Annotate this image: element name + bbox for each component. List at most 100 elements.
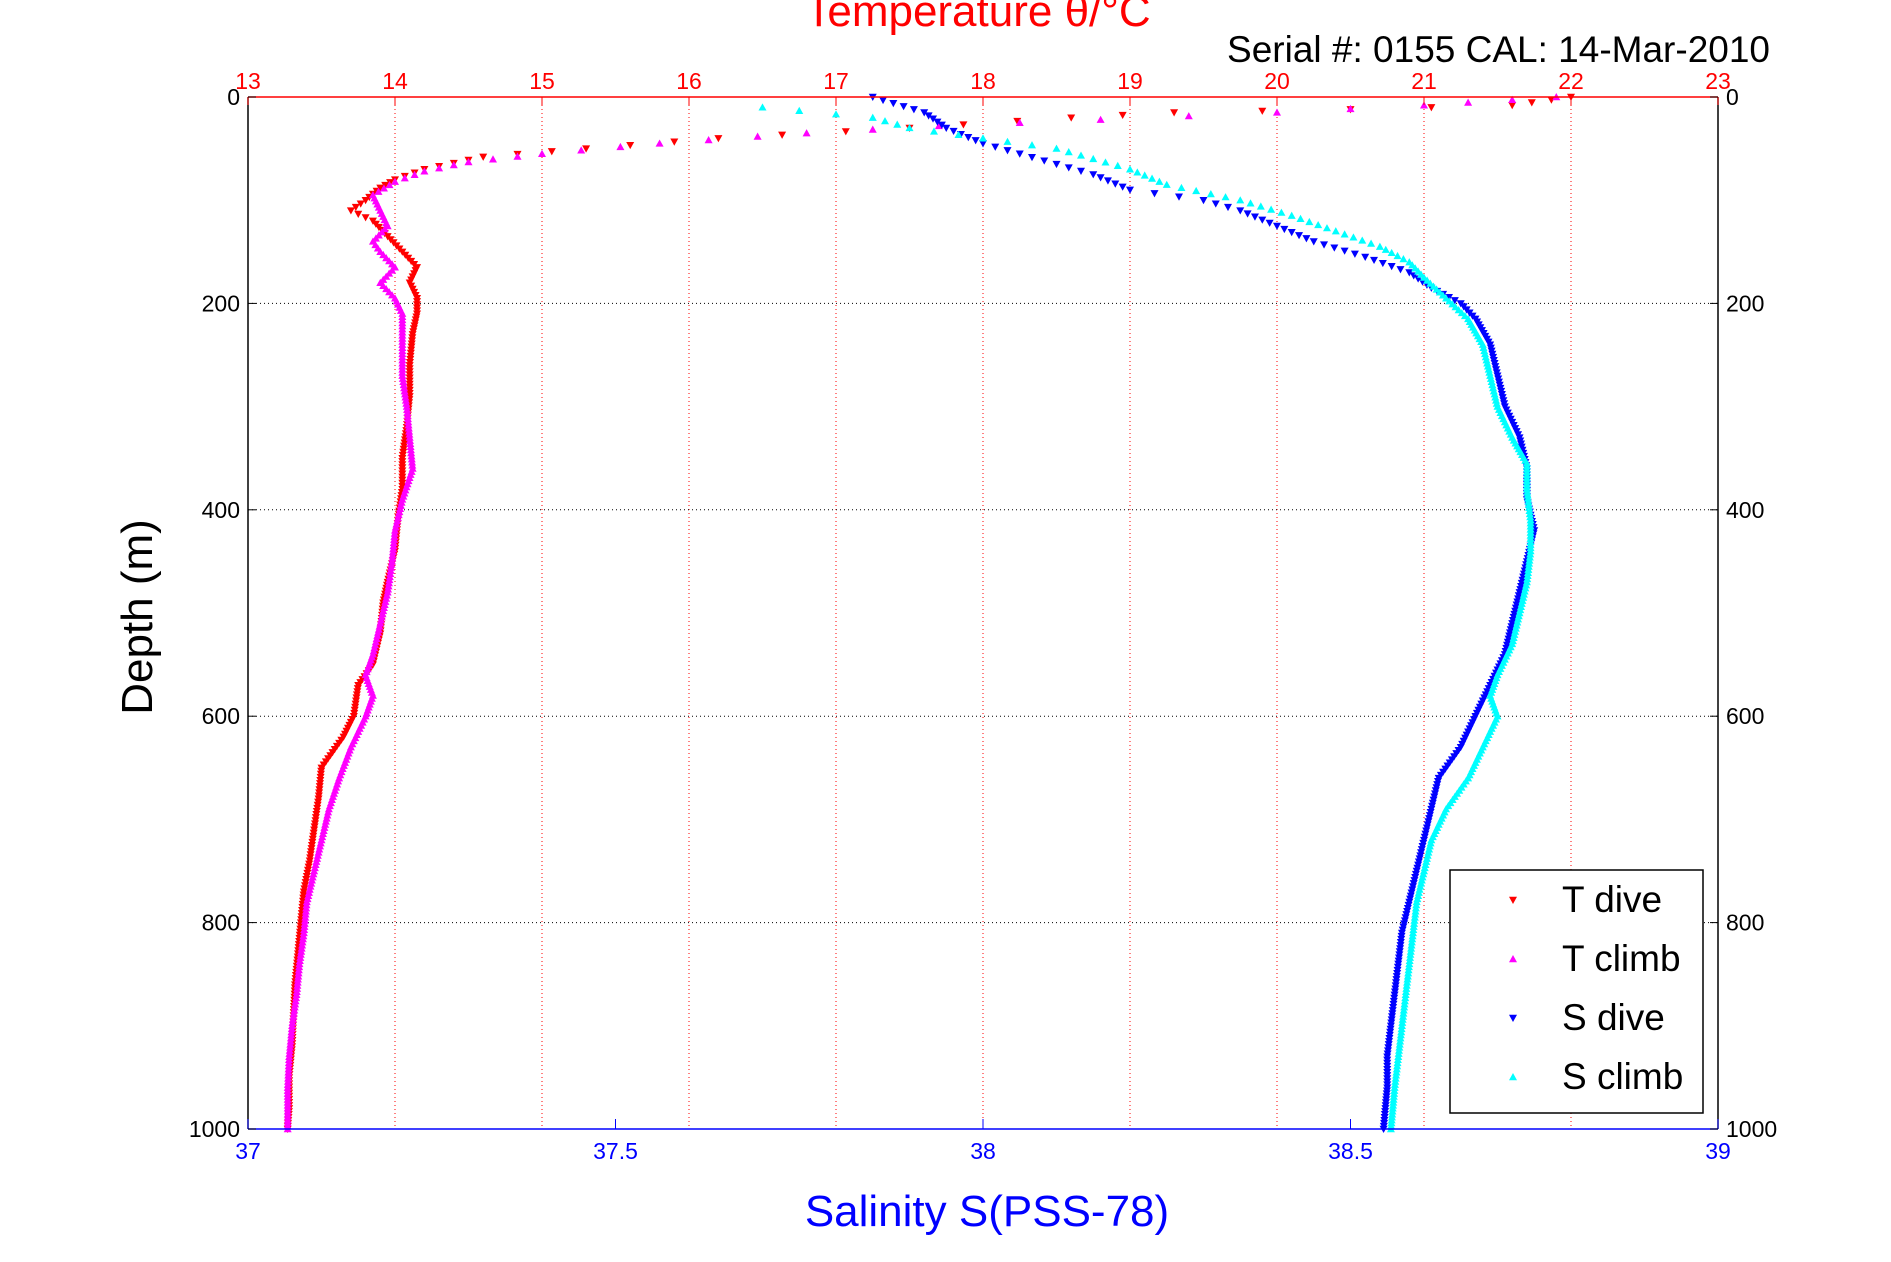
data-point	[934, 121, 943, 130]
data-point	[1340, 230, 1349, 238]
data-point	[449, 161, 458, 169]
data-point	[1398, 1018, 1407, 1026]
legend-marker	[1509, 896, 1517, 904]
data-point	[1399, 1012, 1408, 1020]
data-point	[285, 1046, 294, 1054]
legend-box	[1449, 869, 1704, 1114]
data-point	[389, 538, 398, 547]
data-point	[1525, 503, 1534, 511]
data-point	[1392, 1071, 1401, 1079]
data-point	[1402, 984, 1411, 992]
data-point	[1277, 208, 1286, 216]
bottom-tick-label: 39	[1705, 1138, 1731, 1164]
data-point	[1396, 1034, 1405, 1042]
data-point	[301, 907, 310, 915]
data-point	[1028, 141, 1036, 149]
data-point	[1265, 219, 1274, 227]
data-point	[1411, 910, 1420, 918]
data-point	[290, 1006, 299, 1014]
data-point	[1403, 975, 1412, 983]
data-point	[1206, 190, 1215, 198]
data-point	[288, 1021, 297, 1029]
data-point	[1410, 913, 1419, 921]
data-point	[909, 106, 918, 114]
data-point	[292, 993, 301, 1002]
data-point	[391, 526, 399, 534]
data-point	[1524, 494, 1533, 502]
data-point	[289, 1012, 298, 1020]
data-point	[405, 436, 414, 444]
data-point	[292, 990, 301, 999]
data-point	[295, 956, 304, 964]
data-point	[385, 572, 394, 581]
data-point	[1367, 239, 1376, 247]
data-point	[398, 374, 407, 382]
data-point	[868, 113, 877, 121]
data-point	[386, 569, 395, 577]
data-point	[1028, 154, 1036, 162]
data-point	[1523, 491, 1532, 499]
data-point	[296, 953, 305, 961]
data-point	[714, 135, 723, 143]
data-point	[404, 424, 413, 432]
data-point	[294, 966, 303, 974]
data-point	[374, 187, 383, 195]
data-point	[1450, 297, 1459, 305]
data-point	[1150, 190, 1159, 198]
y-axis-label: Depth (m)	[113, 519, 162, 715]
data-point	[300, 922, 309, 930]
data-point	[1064, 164, 1073, 172]
legend-marker	[1509, 1014, 1517, 1022]
data-point	[398, 371, 407, 379]
data-point	[1103, 177, 1112, 185]
data-point	[1148, 174, 1157, 182]
data-point	[1162, 180, 1171, 188]
data-point	[991, 143, 1000, 151]
data-point	[287, 1024, 296, 1033]
data-point	[400, 384, 409, 392]
data-point	[407, 449, 416, 457]
data-point	[1118, 183, 1127, 191]
top-tick-label: 21	[1411, 68, 1437, 94]
data-point	[670, 138, 679, 146]
data-point	[1403, 978, 1412, 986]
data-point	[1184, 112, 1193, 120]
series-s-climb	[758, 103, 1535, 1133]
data-point	[286, 1043, 295, 1051]
data-point	[287, 1027, 296, 1036]
data-point	[924, 112, 933, 120]
data-point	[399, 380, 408, 389]
data-point	[1236, 196, 1245, 204]
data-point	[1412, 901, 1421, 909]
data-point	[1409, 925, 1418, 934]
data-point	[1407, 944, 1416, 952]
data-point	[388, 551, 397, 559]
left-tick-label: 1000	[189, 1116, 240, 1142]
data-point	[868, 125, 877, 133]
legend-marker	[1509, 955, 1517, 963]
data-point	[297, 947, 306, 955]
top-tick-label: 20	[1264, 68, 1290, 94]
data-point	[408, 461, 417, 469]
series-s-dive	[868, 93, 1539, 1133]
data-point	[1410, 919, 1419, 927]
series-t-climb	[283, 93, 1561, 1133]
data-point	[971, 137, 980, 145]
data-point	[1387, 263, 1396, 271]
data-point	[1111, 180, 1120, 188]
data-point	[1523, 571, 1532, 580]
data-point	[464, 158, 473, 166]
data-point	[420, 167, 429, 175]
data-point	[489, 155, 497, 163]
data-point	[1322, 224, 1331, 232]
data-point	[387, 563, 396, 571]
data-point	[1192, 186, 1201, 195]
data-point	[1411, 907, 1420, 915]
data-point	[1394, 1052, 1403, 1060]
chart-subtitle: Serial #: 0155 CAL: 14-Mar-2010	[1227, 29, 1770, 70]
data-point	[294, 969, 303, 977]
data-point	[356, 200, 365, 208]
right-tick-label: 400	[1726, 497, 1764, 523]
data-point	[1302, 235, 1311, 243]
data-point	[1256, 202, 1265, 210]
